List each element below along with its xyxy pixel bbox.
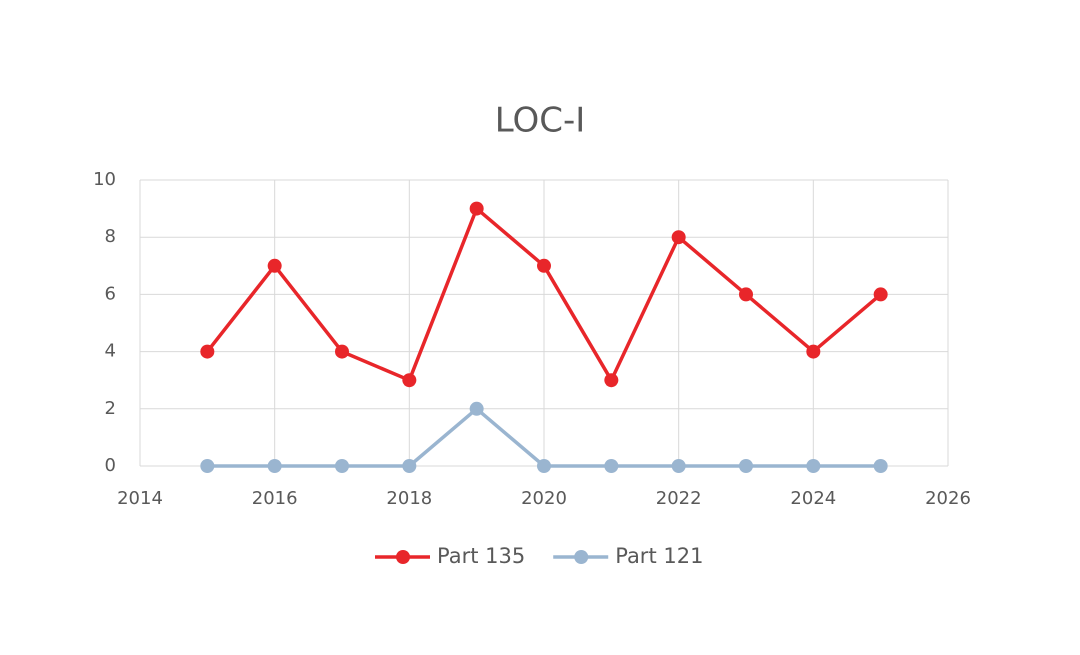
legend-label: Part 121 bbox=[615, 544, 703, 568]
point bbox=[469, 401, 484, 416]
point bbox=[604, 373, 619, 388]
legend-marker bbox=[574, 550, 589, 564]
point bbox=[739, 459, 753, 473]
x-tick-label: 2018 bbox=[386, 488, 432, 509]
y-tick-label: 8 bbox=[105, 226, 116, 247]
point bbox=[873, 287, 888, 302]
point bbox=[739, 287, 753, 302]
x-tick-label: 2020 bbox=[521, 488, 567, 509]
point bbox=[402, 459, 417, 473]
legend-label: Part 135 bbox=[437, 544, 525, 568]
point bbox=[200, 459, 215, 473]
point bbox=[671, 459, 686, 473]
y-tick-label: 2 bbox=[105, 398, 116, 419]
x-tick-label: 2022 bbox=[656, 488, 702, 509]
point bbox=[806, 344, 821, 359]
y-tick-label: 4 bbox=[105, 341, 116, 362]
x-tick-label: 2016 bbox=[252, 488, 298, 509]
point bbox=[873, 459, 888, 473]
point bbox=[604, 459, 619, 473]
y-tick-label: 6 bbox=[105, 283, 116, 304]
y-tick-label: 0 bbox=[105, 455, 116, 476]
legend-marker bbox=[396, 550, 410, 564]
point bbox=[335, 459, 349, 473]
point bbox=[267, 459, 282, 473]
y-tick-label: 10 bbox=[93, 169, 116, 190]
x-tick-label: 2014 bbox=[117, 488, 163, 509]
point bbox=[335, 344, 349, 359]
point bbox=[469, 201, 484, 216]
point bbox=[537, 258, 551, 273]
point bbox=[806, 459, 821, 473]
point bbox=[537, 459, 551, 473]
x-tick-label: 2026 bbox=[925, 488, 971, 509]
chart-title: LOC-I bbox=[495, 101, 586, 141]
point bbox=[200, 344, 215, 359]
point bbox=[267, 258, 282, 273]
point bbox=[402, 373, 417, 388]
x-tick-label: 2024 bbox=[790, 488, 836, 509]
point bbox=[671, 230, 686, 245]
